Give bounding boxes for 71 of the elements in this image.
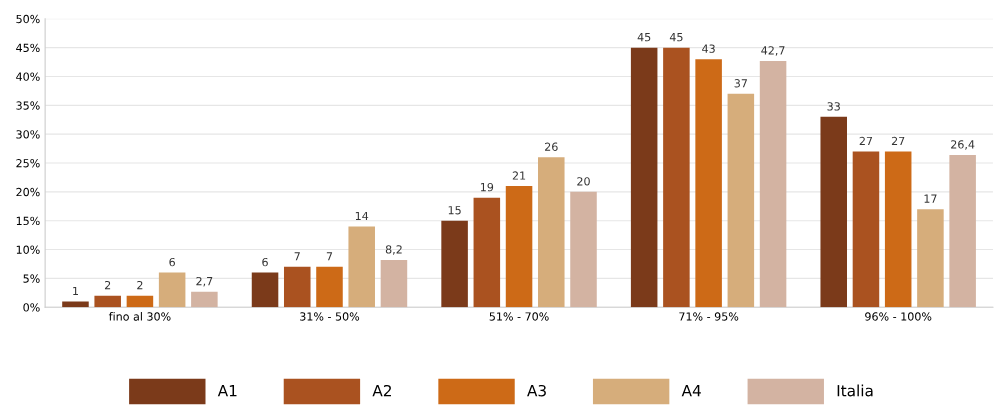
x-tick-label: 71% - 95% bbox=[679, 312, 739, 321]
bar bbox=[852, 151, 880, 308]
legend-label: Italia bbox=[837, 384, 873, 397]
data-label: 7 bbox=[326, 252, 333, 261]
legend-label: A4 bbox=[681, 385, 701, 397]
data-label: 7 bbox=[294, 252, 300, 261]
y-tick-label: 50% bbox=[16, 14, 40, 24]
data-label: 33 bbox=[827, 102, 840, 111]
bar bbox=[759, 60, 787, 308]
x-tick-label: 31% - 50% bbox=[300, 312, 360, 321]
data-label: 37 bbox=[734, 79, 747, 88]
bar bbox=[316, 266, 343, 308]
data-label: 26 bbox=[545, 142, 558, 151]
bar bbox=[191, 291, 218, 308]
data-label: 19 bbox=[480, 182, 494, 192]
data-label: 6 bbox=[262, 257, 268, 267]
bar bbox=[570, 191, 597, 308]
x-tick-label: 96% - 100% bbox=[865, 312, 932, 321]
data-label: 2,7 bbox=[196, 276, 213, 287]
x-tick-label: 51% - 70% bbox=[489, 312, 549, 321]
data-label: 27 bbox=[891, 136, 905, 146]
data-label: 20 bbox=[577, 177, 590, 186]
data-label: 2 bbox=[104, 280, 111, 290]
y-tick-label: 15% bbox=[16, 216, 40, 226]
data-label: 27 bbox=[859, 136, 873, 146]
bar bbox=[283, 266, 311, 308]
bar bbox=[630, 47, 658, 308]
y-tick-label: 5% bbox=[23, 274, 40, 283]
data-label: 2 bbox=[137, 280, 143, 290]
data-label: 1 bbox=[73, 286, 78, 295]
data-label: 26,4 bbox=[951, 140, 975, 150]
legend-label: A1 bbox=[217, 385, 237, 397]
legend-label: A2 bbox=[372, 384, 391, 397]
bar bbox=[820, 116, 847, 308]
bar bbox=[62, 301, 89, 308]
bar bbox=[441, 220, 468, 308]
bar bbox=[727, 93, 755, 308]
data-label: 45 bbox=[669, 33, 683, 42]
bar bbox=[473, 197, 501, 308]
data-label: 6 bbox=[169, 257, 175, 267]
y-tick-label: 45% bbox=[16, 43, 40, 53]
y-tick-label: 25% bbox=[16, 158, 40, 168]
x-tick-label: fino al 30% bbox=[108, 312, 171, 321]
data-label: 17 bbox=[924, 194, 937, 203]
data-label: 14 bbox=[355, 211, 369, 220]
data-label: 21 bbox=[512, 171, 526, 180]
bar bbox=[380, 259, 408, 308]
y-tick-label: 30% bbox=[16, 130, 40, 139]
data-label: 8,2 bbox=[385, 245, 402, 255]
data-label: 15 bbox=[448, 206, 461, 215]
bar bbox=[251, 272, 279, 308]
y-tick-label: 10% bbox=[16, 245, 40, 254]
bar bbox=[348, 226, 375, 308]
bar bbox=[884, 151, 912, 308]
bar bbox=[949, 154, 976, 308]
bar bbox=[505, 186, 533, 308]
bar bbox=[538, 157, 565, 308]
bar bbox=[917, 209, 944, 308]
data-label: 42,7 bbox=[761, 46, 785, 56]
bar bbox=[126, 295, 154, 308]
bar bbox=[158, 272, 186, 308]
y-tick-label: 35% bbox=[16, 101, 40, 110]
y-tick-label: 0% bbox=[23, 303, 40, 312]
data-label: 43 bbox=[702, 44, 715, 53]
legend-label: A3 bbox=[527, 384, 546, 397]
bar bbox=[663, 47, 690, 308]
data-label: 45 bbox=[637, 33, 651, 42]
bar bbox=[695, 59, 722, 308]
y-tick-label: 20% bbox=[16, 187, 40, 197]
y-tick-label: 40% bbox=[16, 72, 40, 81]
bar bbox=[94, 295, 121, 308]
